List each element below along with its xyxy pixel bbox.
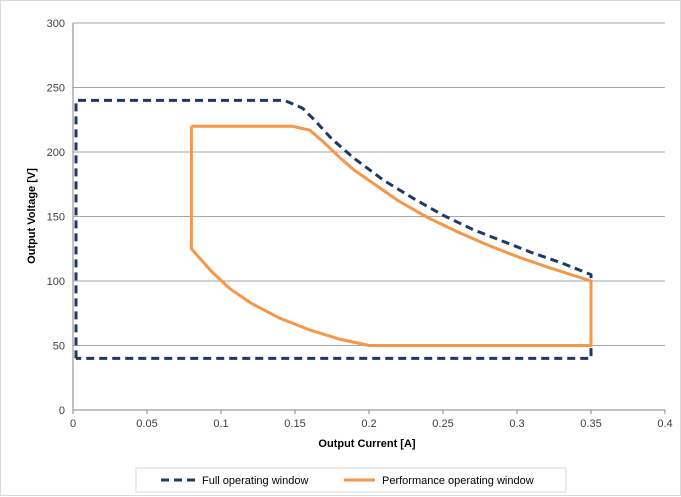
- x-tick-label: 0.35: [580, 418, 601, 430]
- y-tick-label: 200: [47, 147, 65, 159]
- axes: [72, 23, 666, 414]
- x-tick-label: 0: [70, 418, 76, 430]
- x-axis-title: Output Current [A]: [318, 438, 415, 450]
- series-line-full-operating-window: [74, 98, 593, 360]
- y-tick-label: 0: [59, 405, 65, 417]
- y-tick-label: 100: [47, 276, 65, 288]
- series-line-performance-operating-window: [189, 124, 593, 347]
- y-tick-label: 50: [53, 341, 65, 353]
- x-tick-label: 0.25: [432, 418, 453, 430]
- gridlines: [73, 22, 665, 346]
- x-tick-label: 0.15: [284, 418, 305, 430]
- x-tick-label: 0.2: [361, 418, 376, 430]
- legend-label-full: Full operating window: [202, 475, 308, 487]
- x-tick-label: 0.1: [213, 418, 228, 430]
- y-tick-label: 300: [47, 18, 65, 30]
- series-lines: [74, 98, 593, 360]
- y-tick-labels: 0 50 100 150 200 250 300: [47, 18, 65, 417]
- y-tick-label: 250: [47, 83, 65, 95]
- x-tick-label: 0.4: [657, 418, 672, 430]
- x-tick-label: 0.3: [509, 418, 524, 430]
- y-axis-title: Output Voltage [V]: [26, 168, 38, 264]
- legend-label-performance: Performance operating window: [382, 475, 534, 487]
- x-tick-label: 0.05: [136, 418, 157, 430]
- y-tick-label: 150: [47, 212, 65, 224]
- legend: Full operating window Performance operat…: [135, 467, 567, 493]
- x-tick-labels: 0 0.05 0.1 0.15 0.2 0.25 0.3 0.35 0.4: [70, 418, 673, 430]
